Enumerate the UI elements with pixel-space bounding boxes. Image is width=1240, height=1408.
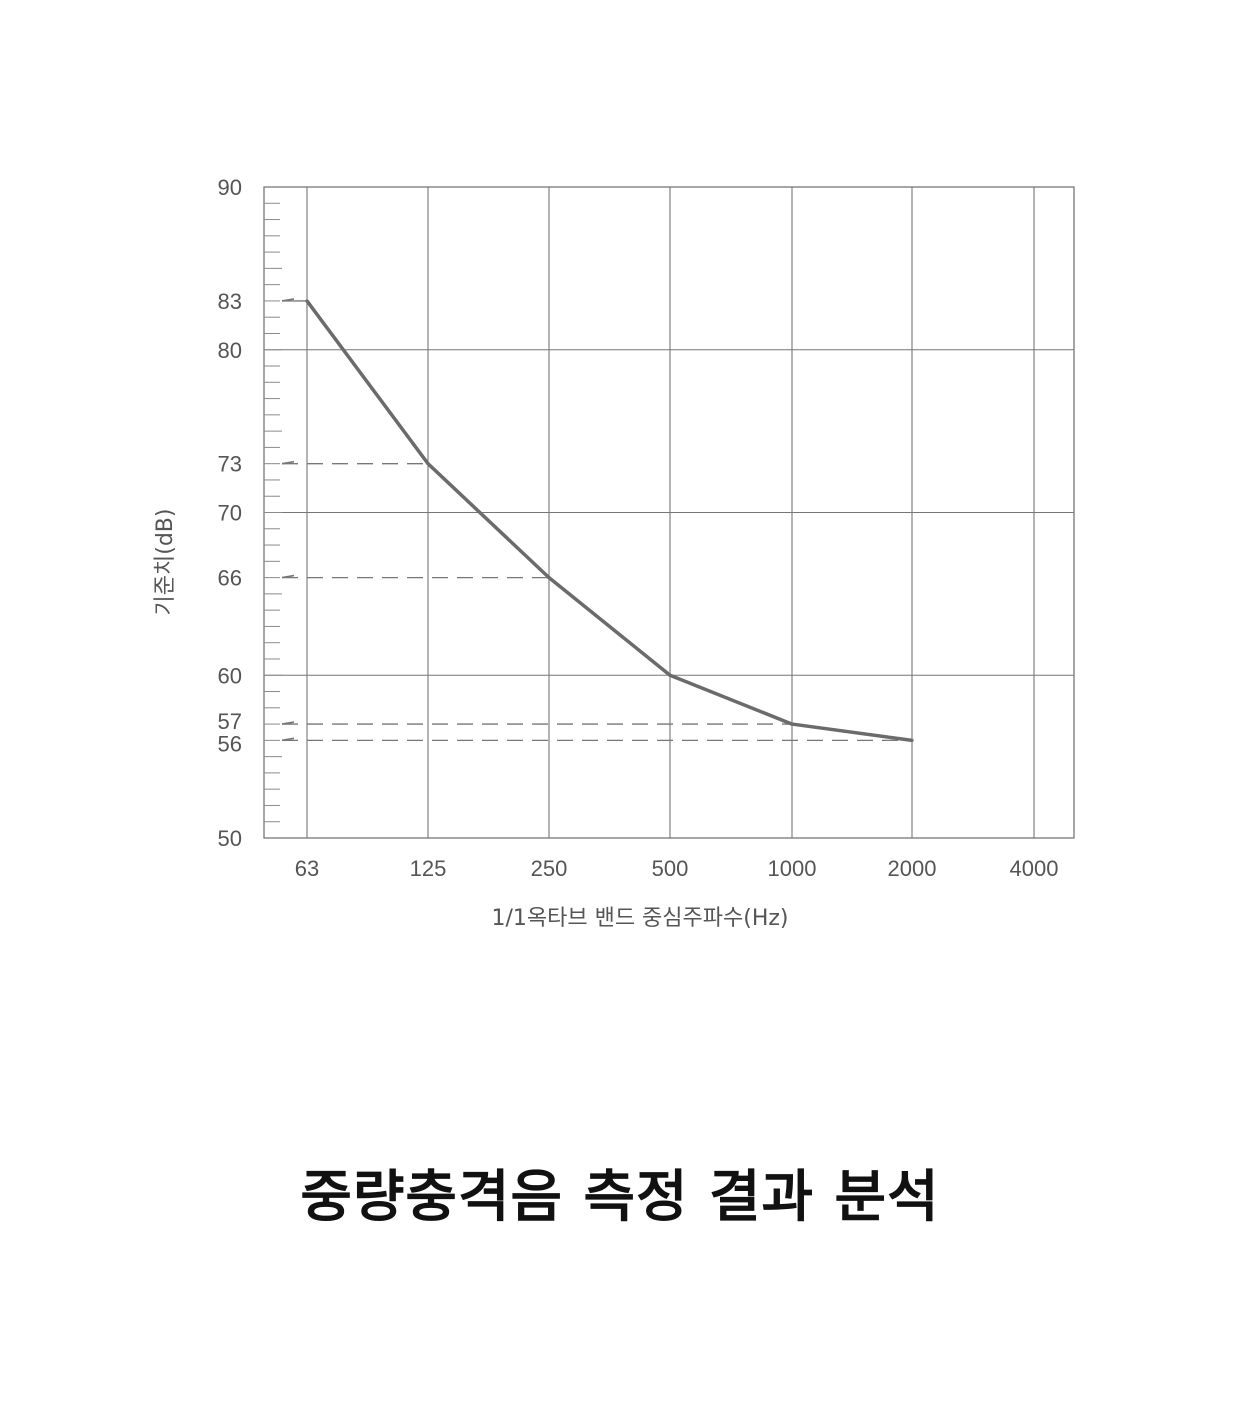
- chart-grid: [263, 186, 1075, 839]
- caption-title: 중량충격음 측정 결과 분석: [300, 1165, 940, 1230]
- x-axis-title: 1/1옥타브 밴드 중심주파수(Hz): [491, 906, 788, 931]
- y-axis-title: 기준치(dB): [153, 509, 178, 616]
- reference-dashes: [281, 298, 912, 742]
- y-tick-label-60: 60: [218, 663, 242, 688]
- y-tick-label-73: 73: [218, 452, 242, 477]
- x-tick-label-500: 500: [652, 856, 689, 881]
- x-tick-label-4000: 4000: [1010, 856, 1059, 881]
- y-tick-label-50: 50: [218, 826, 242, 851]
- data-point-250: [547, 576, 551, 580]
- data-point-2000: [910, 738, 914, 742]
- y-tick-label-90: 90: [218, 175, 242, 200]
- series-line-0: [305, 299, 913, 743]
- data-point-1000: [790, 722, 794, 726]
- data-point-125: [426, 462, 430, 466]
- y-tick-label-80: 80: [218, 338, 242, 363]
- x-tick-label-1000: 1000: [768, 856, 817, 881]
- data-point-63: [305, 299, 309, 303]
- y-minor-ticks: [264, 202, 282, 823]
- data-point-500: [668, 673, 672, 677]
- x-tick-label-63: 63: [295, 856, 319, 881]
- x-tick-label-250: 250: [531, 856, 568, 881]
- y-tick-label-66: 66: [218, 566, 242, 591]
- y-tick-label-70: 70: [218, 501, 242, 526]
- y-tick-label-57: 57: [218, 709, 242, 734]
- x-tick-label-2000: 2000: [888, 856, 937, 881]
- y-tick-label-56: 56: [218, 731, 242, 756]
- series-layer: [305, 299, 914, 743]
- x-tick-label-125: 125: [410, 856, 447, 881]
- y-tick-label-83: 83: [218, 289, 242, 314]
